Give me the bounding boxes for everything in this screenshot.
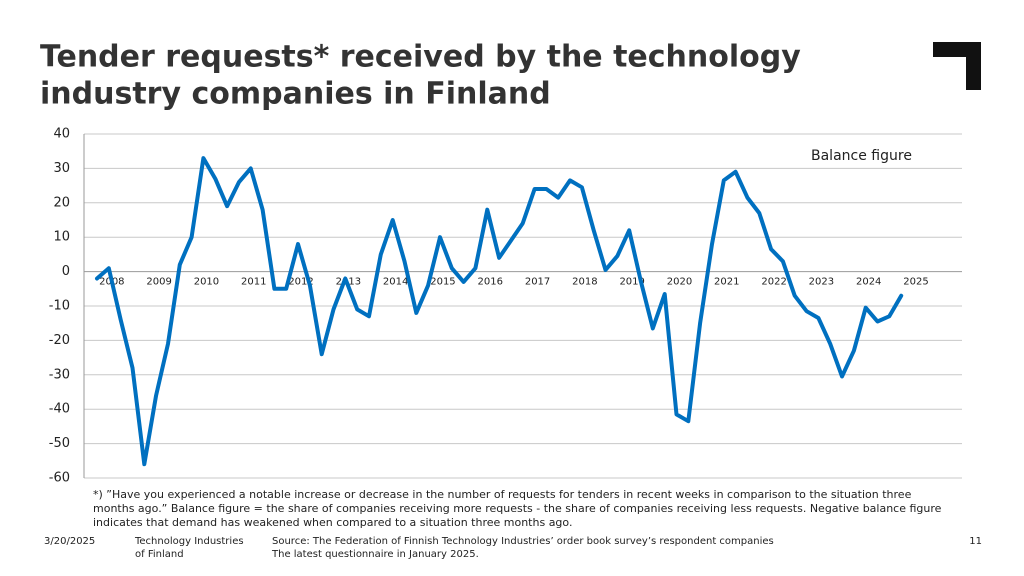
y-tick-label: 30: [53, 161, 70, 176]
legend-label: Balance figure: [811, 148, 912, 164]
data-line: [95, 156, 904, 467]
x-tick-label: 2021: [714, 277, 739, 288]
x-tick-label: 2010: [194, 277, 219, 288]
x-tick-label: 2009: [146, 277, 171, 288]
y-tick-label: -40: [49, 402, 70, 417]
x-tick-label: 2016: [478, 277, 503, 288]
x-tick-label: 2019: [619, 277, 644, 288]
y-tick-label: 0: [62, 264, 70, 279]
title-line: industry companies in Finland: [40, 77, 551, 112]
title-line: Tender requests* received by the technol…: [40, 40, 801, 75]
y-tick-label: -30: [49, 367, 70, 382]
y-tick-label: -10: [49, 299, 70, 314]
x-tick-label: 2015: [430, 277, 455, 288]
x-tick-label: 2025: [903, 277, 928, 288]
x-tick-label: 2018: [572, 277, 597, 288]
footer-org: of Finland: [135, 549, 184, 560]
x-tick-label: 2020: [667, 277, 692, 288]
y-tick-label: 10: [53, 230, 70, 245]
x-tick-label: 2022: [761, 277, 786, 288]
y-tick-label: -50: [49, 436, 70, 451]
x-tick-label: 2014: [383, 277, 408, 288]
y-tick-label: -60: [49, 471, 70, 486]
footnote: *) ”Have you experienced a notable incre…: [93, 488, 942, 529]
footer-source: The latest questionnaire in January 2025…: [271, 549, 479, 560]
logo: [933, 42, 981, 90]
x-tick-label: 2024: [856, 277, 881, 288]
y-tick-label: -20: [49, 333, 70, 348]
x-tick-label: 2023: [809, 277, 834, 288]
y-tick-label: 40: [53, 127, 70, 142]
footer-date: 3/20/2025: [44, 536, 95, 547]
x-tick-label: 2017: [525, 277, 550, 288]
y-tick-label: 20: [53, 195, 70, 210]
footer-org: Technology Industries: [134, 536, 244, 547]
x-tick-label: 2012: [288, 277, 313, 288]
page-number: 11: [969, 536, 982, 547]
x-tick-label: 2011: [241, 277, 266, 288]
footer-source: Source: The Federation of Finnish Techno…: [272, 536, 774, 547]
